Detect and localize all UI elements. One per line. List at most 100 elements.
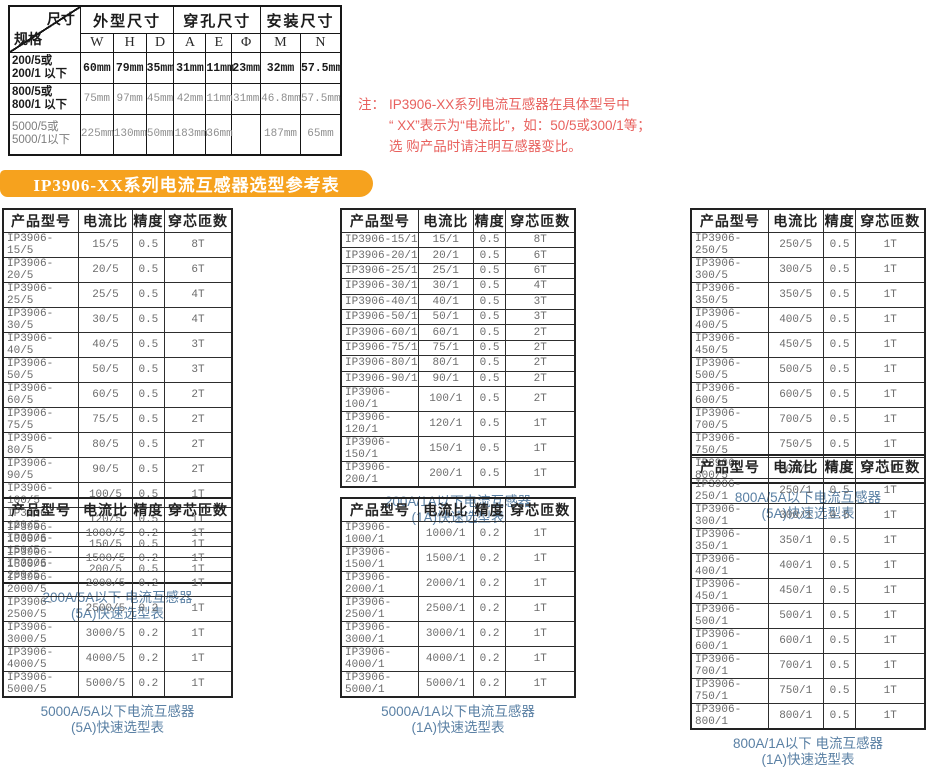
table-cell: IP3906-3000/5 xyxy=(2,621,80,647)
table-cell: 57.5mm xyxy=(299,52,342,84)
table-cell: 250/1 xyxy=(767,478,824,504)
table-cell: 0.5 xyxy=(822,528,857,554)
table-cell: IP3906-40/1 xyxy=(340,293,419,310)
selection-table-5000a-5a: 产品型号 电流比 精度 穿芯匝数 IP3906-1000/5 1000/5 0.2 1T IP… xyxy=(2,497,233,736)
table-cell: 0.5 xyxy=(822,332,857,358)
table-cell: 2000/5 xyxy=(78,571,133,597)
table-cell: 45mm xyxy=(145,83,175,115)
table-cell: 2T xyxy=(163,457,233,483)
header-cell: 精度 xyxy=(822,454,857,479)
table-cell: 60mm xyxy=(79,52,114,84)
table-row: IP3906-1000/1 1000/1 0.2 1T xyxy=(340,521,576,547)
table-cell: 0.2 xyxy=(472,521,507,547)
table-cell: IP3906-20/5 xyxy=(2,257,80,283)
table-cell: IP3906-200/1 xyxy=(340,460,419,488)
table-cell: 90/5 xyxy=(78,457,133,483)
table-cell: IP3906-450/5 xyxy=(690,332,769,358)
header-cell: 产品型号 xyxy=(690,454,769,479)
table-row: IP3906-20/1 20/1 0.5 6T xyxy=(340,247,576,264)
table-cell: 6T xyxy=(163,257,233,283)
table-cell: 700/5 xyxy=(767,407,824,433)
table-cell: 75/5 xyxy=(78,407,133,433)
table-cell: IP3906-50/5 xyxy=(2,357,80,383)
table-cell: 15/1 xyxy=(417,231,474,249)
table-cell: 2T xyxy=(163,407,233,433)
table-cell: IP3906-1000/5 xyxy=(2,521,80,547)
table-cell: 8T xyxy=(505,231,576,249)
table-cell: 0.5 xyxy=(131,382,165,408)
header-cell: H xyxy=(112,33,147,53)
table-cell: IP3906-100/1 xyxy=(340,385,419,412)
table-row: IP3906-20/5 20/5 0.5 6T xyxy=(2,257,233,283)
dimension-table-body: 200/5或200/1 以下 60mm 79mm 35mm 31mm 11mm 23mm 32… xyxy=(8,52,342,155)
table-cell: 30/1 xyxy=(417,278,474,295)
table-cell: 0.5 xyxy=(472,231,507,249)
header-cell: 产品型号 xyxy=(690,208,769,233)
table-cell: IP3906-3000/1 xyxy=(340,621,419,647)
table-cell: 0.5 xyxy=(822,578,857,604)
table-cell: 36mm xyxy=(205,114,233,155)
table-cell: IP3906-4000/5 xyxy=(2,646,80,672)
note-line: “ XX”表示为“电流比”，如：50/5或300/1等； xyxy=(389,118,651,133)
table-cell: IP3906-150/1 xyxy=(340,435,419,462)
table-cell: 42mm xyxy=(173,83,207,115)
table-cell: 1T xyxy=(505,571,576,597)
table-row: IP3906-200/1 200/1 0.5 1T xyxy=(340,460,576,488)
table-cell: 2T xyxy=(505,355,576,372)
table-cell: 1T xyxy=(163,521,233,547)
table-cell: 0.5 xyxy=(822,703,857,730)
table-cell: 1T xyxy=(855,257,926,283)
table-cell: 2T xyxy=(505,339,576,357)
table-row: IP3906-250/1 250/1 0.5 1T xyxy=(690,478,926,504)
table-cell: IP3906-15/1 xyxy=(340,231,419,249)
header-cell: Φ xyxy=(231,33,262,53)
table-cell: IP3906-5000/1 xyxy=(340,671,419,698)
table-cell: 0.5 xyxy=(472,262,507,280)
table-cell: 4000/5 xyxy=(78,646,133,672)
header-cell: 产品型号 xyxy=(340,497,419,522)
table-cell: 1T xyxy=(163,621,233,647)
table-cell: IP3906-80/1 xyxy=(340,355,419,372)
table-cell: 5000/5 xyxy=(78,671,133,698)
table-cell: 0.5 xyxy=(822,653,857,679)
table-cell: 1T xyxy=(855,478,926,504)
table-cell: 15/5 xyxy=(78,232,133,258)
table-cell: 1T xyxy=(505,460,576,488)
table-cell: 1T xyxy=(855,282,926,308)
table-cell: 1T xyxy=(855,382,926,408)
table-cell: 183mm xyxy=(173,114,208,155)
header-cell: 产品型号 xyxy=(340,208,419,233)
table-row: IP3906-600/5 600/5 0.5 1T xyxy=(690,382,926,408)
table-cell: 3T xyxy=(505,293,576,310)
table-cell: 1T xyxy=(855,357,926,383)
table-cell: 0.5 xyxy=(131,432,165,458)
table-cell: IP3906-60/1 xyxy=(340,324,419,341)
header-cell: 穿芯匝数 xyxy=(505,497,576,522)
table-cell: 80/5 xyxy=(78,432,133,458)
table-cell: 50/5 xyxy=(78,357,133,383)
table-cell: 1T xyxy=(505,646,576,672)
table-cell: 97mm xyxy=(112,83,147,115)
table-cell: 65mm xyxy=(299,114,342,155)
header-cell: E xyxy=(205,33,233,53)
table-row: 800/5或800/1 以下 75mm 97mm 45mm 42mm 11mm 31mm 46… xyxy=(8,83,342,115)
table-cell: 2T xyxy=(505,324,576,341)
table-cell: 1T xyxy=(163,646,233,672)
table-cell: 46.8mm xyxy=(260,83,301,115)
table-cell: IP3906-15/5 xyxy=(2,232,80,258)
table-cell xyxy=(231,114,262,155)
note-prefix: 注： xyxy=(358,97,385,112)
table-cell: 11mm xyxy=(205,52,234,84)
table-cell: 0.2 xyxy=(131,521,165,547)
table-cell: IP3906-800/1 xyxy=(690,703,769,730)
table-cell: 0.5 xyxy=(822,232,857,258)
table-row: IP3906-5000/1 5000/1 0.2 1T xyxy=(340,671,576,698)
table-row: IP3906-15/5 15/5 0.5 8T xyxy=(2,232,233,258)
table-cell: 700/1 xyxy=(767,653,824,679)
selection-table-800a-1a: 产品型号 电流比 精度 穿芯匝数 IP3906-250/1 250/1 0.5 1T IP39… xyxy=(690,454,926,768)
table-row: IP3906-700/1 700/1 0.5 1T xyxy=(690,653,926,679)
table-cell: 0.5 xyxy=(472,355,507,372)
table-cell: 250/5 xyxy=(767,232,824,258)
table-row: IP3906-450/5 450/5 0.5 1T xyxy=(690,332,926,358)
header-cell: W xyxy=(79,33,114,53)
